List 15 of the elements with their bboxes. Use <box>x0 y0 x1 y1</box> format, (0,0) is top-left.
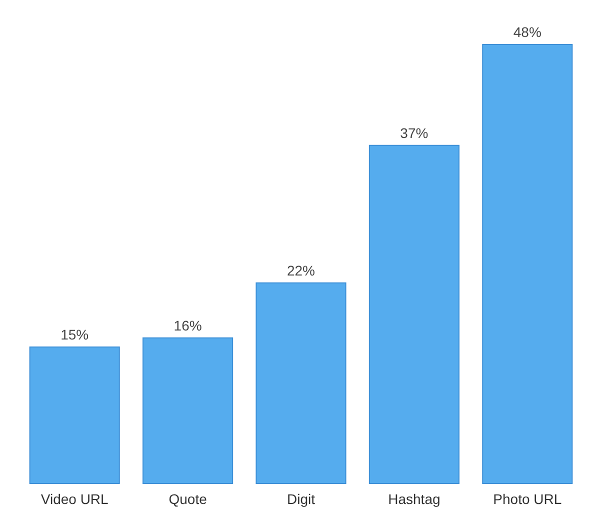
bar <box>368 144 460 484</box>
data-label: 48% <box>513 24 542 40</box>
x-tick-label: Hashtag <box>388 491 440 507</box>
x-tick-label: Digit <box>286 491 316 507</box>
x-tick-label: Photo URL <box>493 491 562 507</box>
bar <box>482 44 573 484</box>
data-label: 37% <box>400 124 428 141</box>
data-label: 16% <box>174 317 202 334</box>
bar <box>142 337 234 484</box>
x-tick-label: Video URL <box>40 491 109 507</box>
bar <box>29 346 120 484</box>
x-tick-label: Quote <box>168 491 208 507</box>
data-label: 22% <box>286 262 316 278</box>
data-label: 15% <box>60 326 89 342</box>
bar <box>256 282 346 484</box>
